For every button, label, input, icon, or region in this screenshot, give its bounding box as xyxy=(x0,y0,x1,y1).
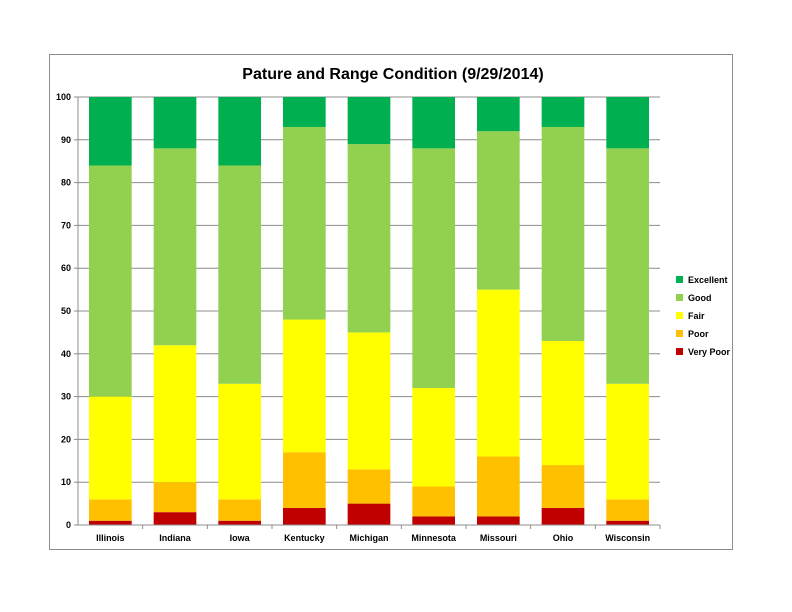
x-tick-label: Minnesota xyxy=(411,533,456,543)
x-tick-label: Kentucky xyxy=(284,533,325,543)
x-tick-label: Wisconsin xyxy=(605,533,650,543)
bar-segment-very-poor xyxy=(347,503,391,525)
bar-segment-poor xyxy=(541,465,585,508)
bar-segment-excellent xyxy=(218,97,262,166)
y-tick-label: 0 xyxy=(66,520,71,530)
bar-segment-fair xyxy=(347,332,391,470)
bar-segment-excellent xyxy=(541,97,585,127)
bar-segment-poor xyxy=(218,499,262,521)
chart-title: Pature and Range Condition (9/29/2014) xyxy=(242,66,543,83)
x-tick-label: Ohio xyxy=(553,533,574,543)
bar-segment-good xyxy=(153,148,197,346)
y-tick-label: 90 xyxy=(61,135,71,145)
x-tick-label: Illinois xyxy=(96,533,125,543)
legend-swatch-poor xyxy=(676,330,683,337)
x-tick-label: Michigan xyxy=(349,533,388,543)
bar-segment-fair xyxy=(88,396,132,500)
bar-segment-good xyxy=(476,131,520,290)
bar-segment-good xyxy=(218,165,262,384)
legend-swatch-good xyxy=(676,294,683,301)
x-tick-label: Iowa xyxy=(230,533,251,543)
bar-segment-poor xyxy=(606,499,650,521)
bar-segment-fair xyxy=(412,388,456,487)
bar-segment-excellent xyxy=(476,97,520,132)
legend-label-good: Good xyxy=(688,293,712,303)
y-tick-label: 10 xyxy=(61,477,71,487)
bar-segment-good xyxy=(606,148,650,384)
bar-segment-excellent xyxy=(282,97,326,127)
bar-segment-fair xyxy=(282,319,326,453)
bar-segment-excellent xyxy=(88,97,132,166)
legend-label-poor: Poor xyxy=(688,329,709,339)
chart-svg: Pature and Range Condition (9/29/2014) 0… xyxy=(56,66,731,543)
bar-segment-excellent xyxy=(347,97,391,145)
bar-segment-fair xyxy=(476,289,520,457)
bar-segment-good xyxy=(88,165,132,397)
bar-segment-poor xyxy=(476,456,520,517)
bars xyxy=(88,97,650,525)
y-tick-label: 40 xyxy=(61,349,71,359)
bar-segment-very-poor xyxy=(412,516,456,525)
bar-segment-poor xyxy=(153,482,197,513)
x-tick-label: Indiana xyxy=(159,533,191,543)
y-tick-label: 20 xyxy=(61,434,71,444)
bar-segment-very-poor xyxy=(282,507,326,525)
y-tick-label: 50 xyxy=(61,306,71,316)
y-tick-label: 100 xyxy=(56,92,71,102)
bar-segment-poor xyxy=(347,469,391,504)
bar-segment-very-poor xyxy=(218,520,262,525)
bar-segment-very-poor xyxy=(153,512,197,525)
bar-segment-very-poor xyxy=(541,507,585,525)
y-tick-label: 70 xyxy=(61,220,71,230)
bar-segment-good xyxy=(282,126,326,320)
bar-segment-very-poor xyxy=(88,520,132,525)
legend-swatch-fair xyxy=(676,312,683,319)
y-tick-label: 30 xyxy=(61,392,71,402)
bar-segment-poor xyxy=(412,486,456,517)
bar-segment-very-poor xyxy=(476,516,520,525)
legend-label-fair: Fair xyxy=(688,311,705,321)
bar-segment-fair xyxy=(218,383,262,500)
axes: 0 10 20 30 40 50 60 70 80 90 100 Illinois Indiana Iow… xyxy=(56,92,661,543)
bar-segment-good xyxy=(412,148,456,389)
y-tick-label: 80 xyxy=(61,178,71,188)
bar-segment-excellent xyxy=(153,97,197,149)
legend: Excellent Good Fair Poor Very Poor xyxy=(676,275,731,357)
bar-segment-fair xyxy=(541,340,585,466)
legend-swatch-very-poor xyxy=(676,348,683,355)
bar-segment-poor xyxy=(282,452,326,508)
bar-segment-fair xyxy=(606,383,650,500)
chart-frame: Pature and Range Condition (9/29/2014) 0… xyxy=(49,54,733,550)
bar-segment-good xyxy=(541,126,585,341)
legend-swatch-excellent xyxy=(676,276,683,283)
x-tick-label: Missouri xyxy=(480,533,517,543)
bar-segment-excellent xyxy=(412,97,456,149)
bar-segment-fair xyxy=(153,345,197,483)
y-tick-label: 60 xyxy=(61,263,71,273)
bar-segment-good xyxy=(347,144,391,333)
bar-segment-excellent xyxy=(606,97,650,149)
legend-label-excellent: Excellent xyxy=(688,275,728,285)
legend-label-very-poor: Very Poor xyxy=(688,347,731,357)
bar-segment-poor xyxy=(88,499,132,521)
bar-segment-very-poor xyxy=(606,520,650,525)
